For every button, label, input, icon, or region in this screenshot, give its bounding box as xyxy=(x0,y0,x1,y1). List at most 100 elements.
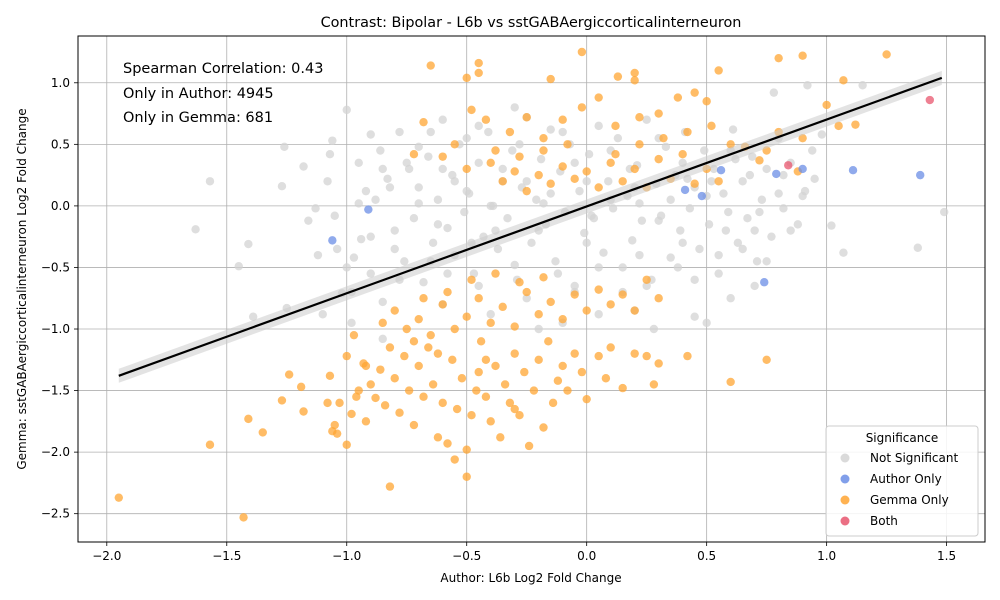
data-point xyxy=(613,72,623,81)
data-point xyxy=(503,214,512,223)
y-tick-label: −1.5 xyxy=(41,384,70,398)
data-point xyxy=(546,74,555,84)
data-point xyxy=(661,142,671,152)
data-point xyxy=(244,414,253,424)
legend-title: Significance xyxy=(866,431,939,445)
data-point xyxy=(522,186,531,196)
data-point xyxy=(258,428,267,437)
data-point xyxy=(515,278,524,287)
data-point xyxy=(548,398,558,408)
data-point xyxy=(577,103,587,112)
data-point xyxy=(635,113,644,122)
data-point xyxy=(630,164,639,174)
data-point xyxy=(342,440,351,449)
data-point xyxy=(570,158,579,168)
data-point xyxy=(608,204,618,213)
data-point xyxy=(570,349,579,358)
data-point xyxy=(743,214,752,223)
data-point xyxy=(383,174,392,184)
data-point xyxy=(474,281,483,291)
data-point xyxy=(371,195,380,204)
data-point xyxy=(563,386,572,395)
data-point xyxy=(690,179,699,188)
data-point xyxy=(726,294,735,303)
data-point xyxy=(690,275,699,284)
data-point xyxy=(330,211,339,220)
data-point xyxy=(328,136,337,145)
data-point xyxy=(361,361,371,371)
data-point xyxy=(635,199,644,208)
data-point xyxy=(414,314,423,324)
x-tick-label: −1.5 xyxy=(212,549,241,563)
data-point xyxy=(779,204,788,213)
data-point xyxy=(277,396,287,405)
data-point xyxy=(325,149,335,159)
data-point xyxy=(450,140,459,149)
data-point xyxy=(450,177,459,186)
data-point xyxy=(649,380,659,389)
data-point xyxy=(642,351,651,361)
data-point xyxy=(457,374,467,383)
data-point xyxy=(553,376,563,385)
data-point xyxy=(313,250,323,260)
data-point xyxy=(714,269,723,278)
data-point xyxy=(529,386,539,395)
data-point xyxy=(508,146,517,155)
legend-box xyxy=(825,425,979,537)
data-point xyxy=(760,278,769,287)
series-both xyxy=(784,95,935,170)
data-point xyxy=(848,165,858,175)
data-point xyxy=(534,310,543,319)
data-point xyxy=(409,149,419,159)
data-point xyxy=(654,154,663,164)
data-point xyxy=(419,278,428,287)
author-only-annotation: Only in Author: 4945 xyxy=(123,86,274,102)
data-point xyxy=(515,152,524,161)
data-point xyxy=(527,238,536,248)
data-point xyxy=(448,355,457,364)
data-point xyxy=(635,140,644,149)
data-point xyxy=(536,154,546,164)
data-point xyxy=(498,177,507,186)
data-point xyxy=(769,88,779,97)
data-point xyxy=(460,207,469,217)
data-point xyxy=(738,177,747,186)
data-point xyxy=(728,125,738,134)
data-point xyxy=(606,300,615,309)
gemma-only-annotation: Only in Gemma: 681 xyxy=(123,110,273,126)
data-point xyxy=(474,367,483,377)
data-point xyxy=(364,205,373,214)
data-point xyxy=(707,121,716,131)
data-point xyxy=(443,439,452,448)
data-point xyxy=(332,429,342,438)
data-point xyxy=(594,351,603,361)
data-point xyxy=(450,324,459,334)
spearman-annotation: Spearman Correlation: 0.43 xyxy=(123,61,323,77)
data-point xyxy=(755,156,764,165)
data-point xyxy=(762,164,771,174)
data-point xyxy=(378,164,387,174)
legend-marker xyxy=(840,453,850,463)
y-tick-label: 1.0 xyxy=(51,76,70,90)
data-point xyxy=(409,420,419,430)
data-point xyxy=(462,73,471,83)
data-point xyxy=(685,204,695,213)
data-point xyxy=(505,398,515,408)
data-point xyxy=(467,105,476,115)
data-point xyxy=(332,244,342,254)
data-point xyxy=(452,404,462,414)
data-point xyxy=(347,318,356,328)
data-point xyxy=(328,236,337,245)
data-point xyxy=(827,221,836,230)
legend-label: Gemma Only xyxy=(870,493,949,507)
y-tick-label: −2.5 xyxy=(41,507,70,521)
data-point xyxy=(726,140,735,149)
data-point xyxy=(500,380,510,389)
x-tick-label: 1.0 xyxy=(817,549,836,563)
data-point xyxy=(376,146,385,155)
data-point xyxy=(481,115,491,124)
data-point xyxy=(594,310,603,319)
data-point xyxy=(822,100,831,110)
data-point xyxy=(366,380,375,389)
data-point xyxy=(642,115,651,124)
